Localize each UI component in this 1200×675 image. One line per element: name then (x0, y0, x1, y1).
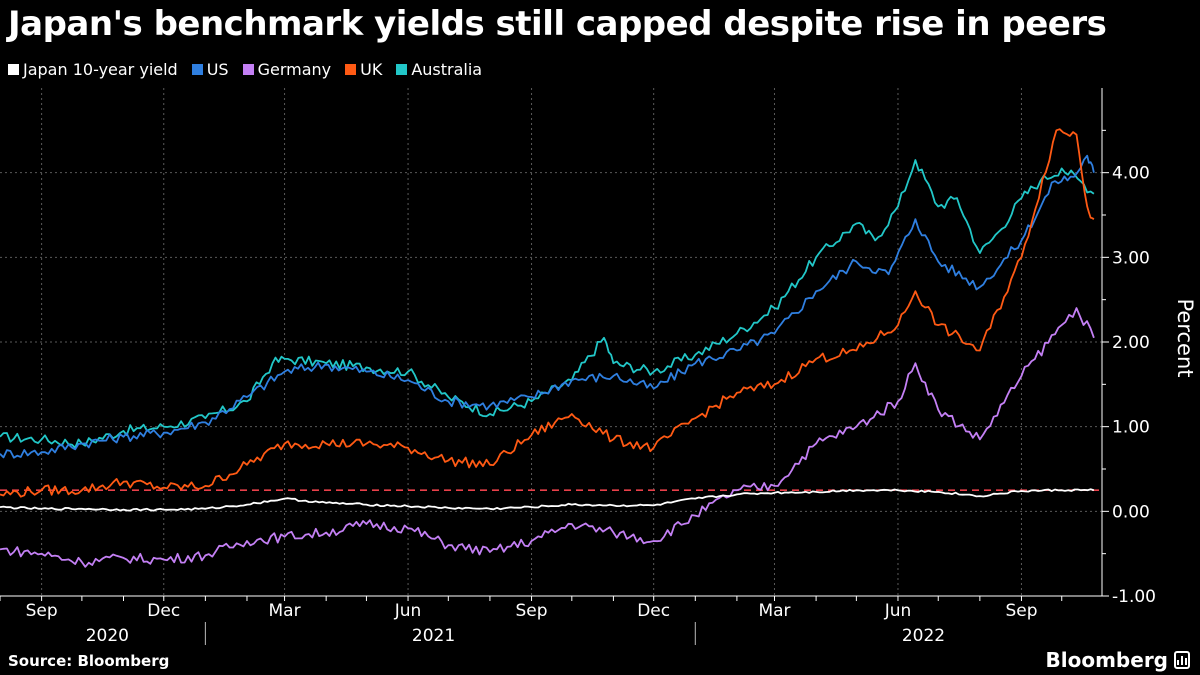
brand-logo: Bloomberg (1046, 648, 1190, 672)
series-line-uk (0, 128, 1095, 498)
legend-item: Germany (242, 60, 332, 79)
x-tick-label: Jun (394, 601, 422, 621)
brand-name: Bloomberg (1045, 648, 1168, 672)
y-axis-label: Percent (1173, 298, 1197, 377)
series-line-us (0, 154, 1095, 459)
y-tick-label: 2.00 (1112, 333, 1150, 353)
x-year-label: 2021 (412, 626, 455, 646)
source-note: Source: Bloomberg (8, 652, 170, 670)
x-tick-label: Sep (516, 601, 548, 621)
y-tick-label: -1.00 (1112, 587, 1156, 607)
x-tick-label: Sep (26, 601, 58, 621)
legend-label: Japan 10-year yield (23, 60, 178, 79)
y-tick-label: 0.00 (1112, 502, 1150, 522)
series-line-japan-10-year-yield (0, 488, 1095, 512)
x-tick-label: Dec (147, 601, 180, 621)
legend-swatch (8, 64, 19, 75)
legend-item: US (191, 60, 229, 79)
y-tick-label: 3.00 (1112, 248, 1150, 268)
x-tick-label: Mar (758, 601, 790, 621)
x-tick-label: Jun (884, 601, 912, 621)
x-year-label: 2022 (902, 626, 945, 646)
legend-label: Germany (257, 60, 332, 79)
legend-swatch (345, 64, 357, 75)
chart-legend: Japan 10-year yield US Germany UK Australia (8, 60, 482, 79)
legend-label: Australia (411, 60, 483, 79)
legend-item: Japan 10-year yield (8, 60, 178, 79)
legend-swatch (242, 64, 254, 75)
x-tick-label: Dec (637, 601, 670, 621)
bloomberg-terminal-icon (1174, 651, 1190, 669)
legend-item: Australia (396, 60, 482, 79)
y-tick-label: 1.00 (1112, 418, 1150, 438)
chart-title: Japan's benchmark yields still capped de… (8, 4, 1107, 44)
x-year-label: 2020 (86, 626, 129, 646)
x-tick-label: Mar (269, 601, 301, 621)
x-tick-label: Sep (1005, 601, 1037, 621)
legend-swatch (396, 64, 408, 75)
legend-label: US (206, 60, 229, 79)
series-line-germany (0, 307, 1095, 568)
legend-item: UK (345, 60, 382, 79)
legend-label: UK (360, 60, 383, 79)
y-tick-label: 4.00 (1112, 164, 1150, 184)
legend-swatch (191, 64, 203, 75)
